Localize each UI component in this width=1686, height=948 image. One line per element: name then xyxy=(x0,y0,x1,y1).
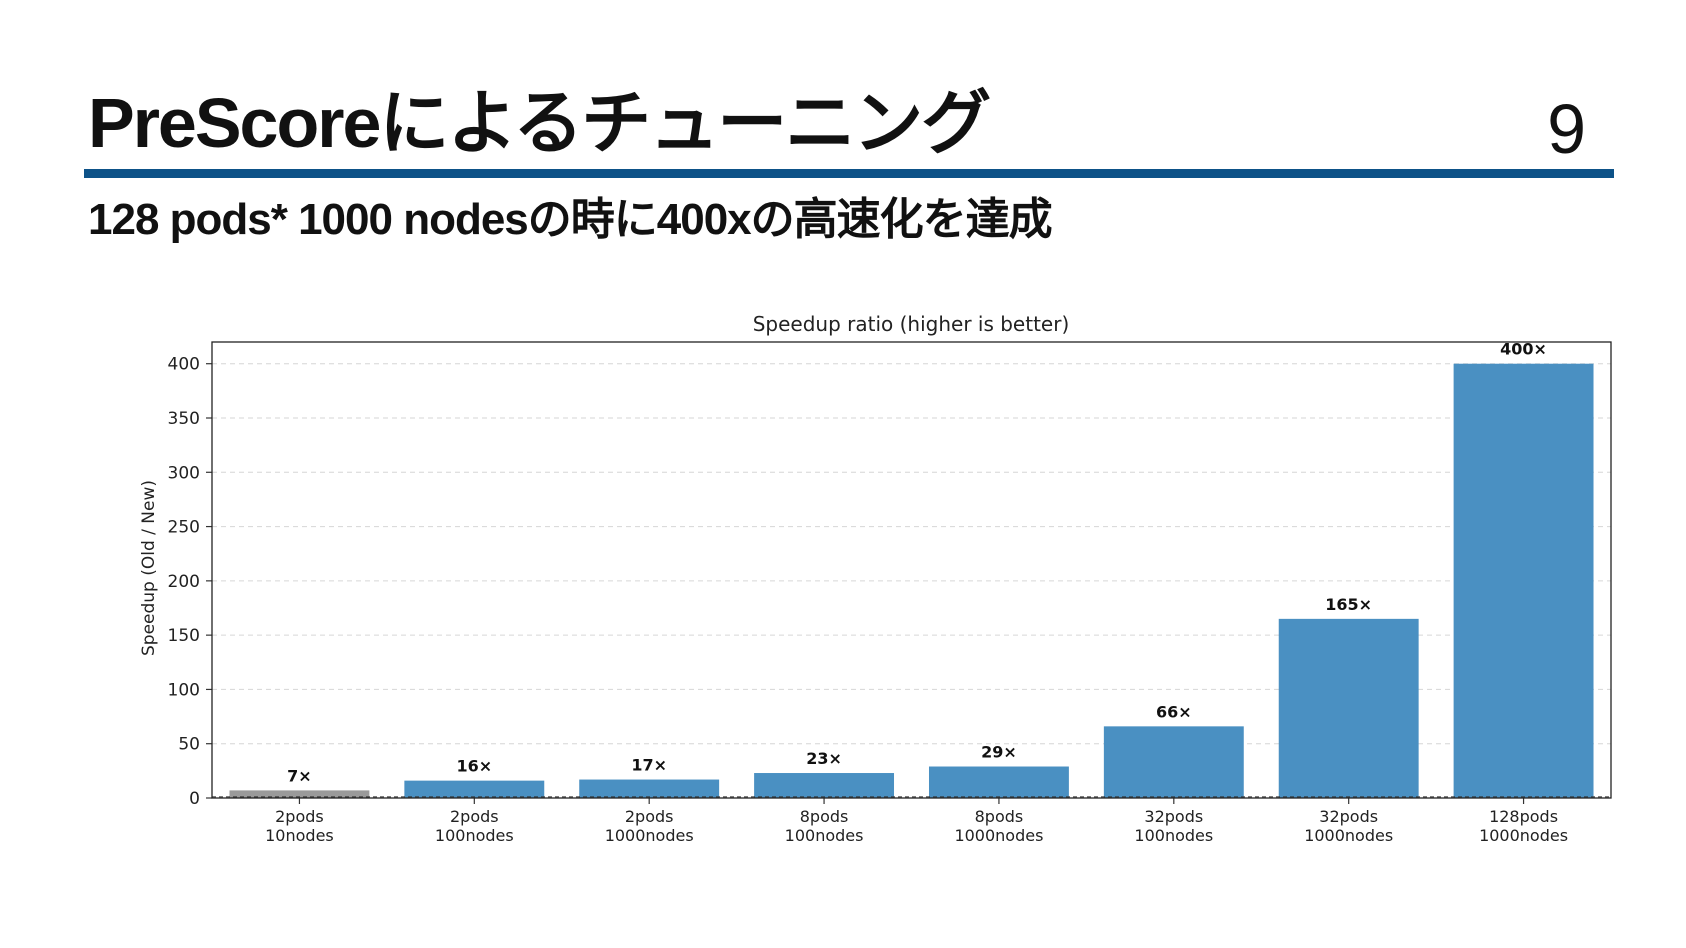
bar-5 xyxy=(1103,726,1244,798)
page-number: 9 xyxy=(1547,90,1586,168)
data-label-6: 165× xyxy=(1325,595,1372,614)
x-tick-label-line: 8pods xyxy=(975,807,1024,826)
x-tick-label-line: 2pods xyxy=(275,807,324,826)
y-tick-label: 350 xyxy=(168,409,200,429)
x-tick-label-line: 100nodes xyxy=(1134,826,1213,845)
x-tick-label-1: 2pods 100nodes xyxy=(435,807,514,845)
bar-2 xyxy=(579,779,720,798)
x-tick-label-line: 32pods xyxy=(1319,807,1378,826)
bar-3 xyxy=(754,773,895,798)
bar-6 xyxy=(1278,618,1419,798)
slide-subtitle: 128 pods* 1000 nodesの時に400xの高速化を達成 xyxy=(88,195,1053,244)
x-tick-label-line: 1000nodes xyxy=(1304,826,1393,845)
x-tick-label-7: 128pods 1000nodes xyxy=(1479,807,1568,845)
data-label-4: 29× xyxy=(981,743,1017,762)
title-divider xyxy=(84,169,1614,178)
data-label-1: 16× xyxy=(456,757,492,776)
x-tick-label-2: 2pods 1000nodes xyxy=(605,807,694,845)
y-tick-label: 0 xyxy=(189,789,200,809)
data-label-0: 7× xyxy=(287,766,312,785)
x-tick-label-line: 100nodes xyxy=(435,826,514,845)
x-tick-label-line: 100nodes xyxy=(785,826,864,845)
x-tick-label-line: 10nodes xyxy=(265,826,334,845)
y-tick-label: 250 xyxy=(168,518,200,538)
data-label-5: 66× xyxy=(1156,702,1192,721)
x-tick-label-line: 2pods xyxy=(450,807,499,826)
y-axis-label: Speedup (Old / New) xyxy=(139,480,159,656)
data-label-7: 400× xyxy=(1500,340,1547,359)
plot-frame xyxy=(211,341,1612,799)
y-tick-label: 150 xyxy=(168,626,200,646)
bar-4 xyxy=(928,766,1069,798)
x-tick-label-line: 8pods xyxy=(800,807,849,826)
x-tick-label-line: 1000nodes xyxy=(954,826,1043,845)
x-tick-label-4: 8pods 1000nodes xyxy=(954,807,1043,845)
y-tick-label: 400 xyxy=(168,355,200,375)
x-tick-label-0: 2pods 10nodes xyxy=(265,807,334,845)
y-tick-label: 300 xyxy=(168,463,200,483)
bars: 7× 16× 17× 23× 29× 66× 165× 400× xyxy=(229,340,1594,798)
y-tick-label: 100 xyxy=(168,680,200,700)
x-tick-label-line: 2pods xyxy=(625,807,674,826)
bar-0 xyxy=(229,790,370,798)
x-tick-label-6: 32pods 1000nodes xyxy=(1304,807,1393,845)
bar-1 xyxy=(404,780,545,798)
data-label-3: 23× xyxy=(806,749,842,768)
x-tick-label-5: 32pods 100nodes xyxy=(1134,807,1213,845)
x-tick-label-line: 1000nodes xyxy=(605,826,694,845)
data-label-2: 17× xyxy=(631,756,667,775)
x-tick-label-line: 128pods xyxy=(1489,807,1558,826)
slide-title: PreScoreによるチューニング xyxy=(88,84,991,162)
chart-title: Speedup ratio (higher is better) xyxy=(753,312,1070,336)
y-tick-label: 200 xyxy=(168,572,200,592)
bar-7 xyxy=(1453,363,1594,798)
x-tick-label-line: 32pods xyxy=(1144,807,1203,826)
x-tick-label-line: 1000nodes xyxy=(1479,826,1568,845)
x-tick-label-3: 8pods 100nodes xyxy=(785,807,864,845)
y-tick-label: 50 xyxy=(178,735,200,755)
